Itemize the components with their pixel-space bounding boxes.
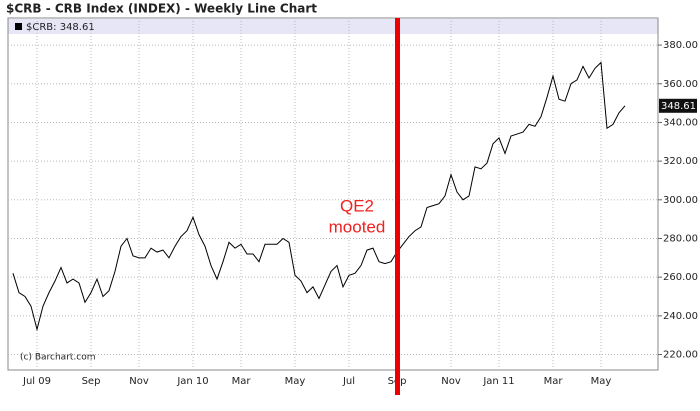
x-tick-label: Sep	[82, 376, 101, 387]
legend-swatch	[15, 23, 22, 30]
y-tick-label: 340.00	[663, 117, 698, 128]
y-tick-label: 240.00	[663, 311, 698, 322]
y-tick-label: 300.00	[663, 195, 698, 206]
qe2-marker	[395, 18, 400, 395]
annotation: QE2	[340, 196, 374, 215]
last-value-badge	[659, 98, 697, 113]
copyright: (c) Barchart.com	[20, 353, 96, 363]
x-tick-label: Nov	[441, 376, 461, 387]
y-tick-label: 380.00	[663, 40, 698, 51]
x-tick-label: Mar	[544, 376, 564, 387]
annotation: mooted	[329, 217, 386, 236]
legend-strip	[8, 19, 658, 34]
x-tick-label: Mar	[232, 376, 252, 387]
x-tick-label: Jul	[342, 376, 355, 387]
y-tick-label: 320.00	[663, 156, 698, 167]
legend-label: $CRB: 348.61	[26, 22, 95, 33]
x-tick-label: Jan 11	[482, 376, 514, 387]
x-tick-label: Jul 09	[22, 376, 51, 387]
y-tick-label: 220.00	[663, 350, 698, 361]
y-tick-label: 280.00	[663, 233, 698, 244]
x-tick-label: May	[591, 376, 612, 387]
plot-frame	[7, 17, 659, 371]
y-tick-label: 260.00	[663, 272, 698, 283]
x-tick-label: May	[285, 376, 306, 387]
x-tick-label: Jan 10	[176, 376, 208, 387]
y-tick-label: 360.00	[663, 79, 698, 90]
last-value-label: 348.61	[661, 101, 696, 112]
price-line	[12, 61, 626, 332]
chart-title: $CRB - CRB Index (INDEX) - Weekly Line C…	[6, 2, 317, 16]
x-tick-label: Nov	[129, 376, 149, 387]
